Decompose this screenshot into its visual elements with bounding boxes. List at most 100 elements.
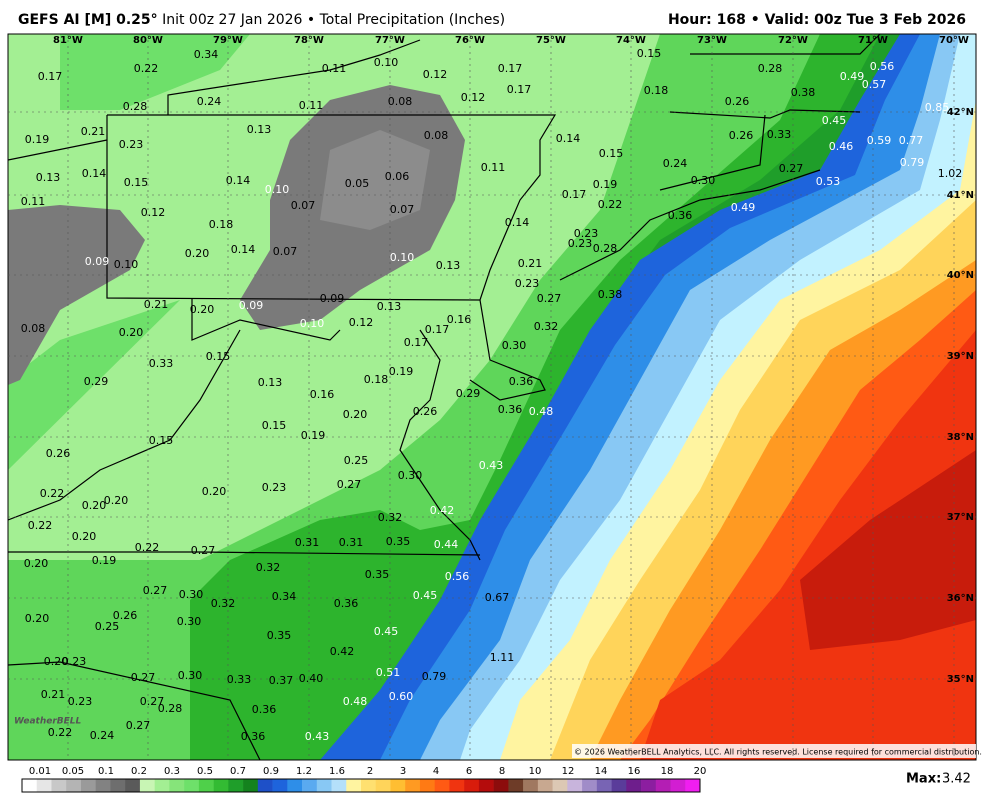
title: GEFS AI [M] 0.25°	[18, 12, 158, 28]
precip-value: 0.08	[388, 95, 413, 108]
precip-value: 0.16	[447, 313, 472, 326]
colorbar-cell	[478, 779, 494, 792]
precip-value: 0.21	[41, 688, 66, 701]
latitude-label: 39°N	[947, 351, 974, 362]
precip-value: 0.67	[485, 591, 510, 604]
precip-value: 0.38	[598, 288, 623, 301]
precip-value: 0.14	[82, 167, 107, 180]
precip-value: 0.22	[40, 487, 65, 500]
precip-value: 0.79	[900, 156, 925, 169]
colorbar-label: 3	[400, 766, 406, 777]
precip-value: 0.44	[434, 538, 459, 551]
precip-value: 0.11	[322, 62, 347, 75]
colorbar-label: 0.5	[197, 766, 213, 777]
precip-value: 0.28	[158, 702, 183, 715]
colorbar-label: 0.9	[263, 766, 279, 777]
latitude-label: 36°N	[947, 593, 974, 604]
precip-value: 0.49	[840, 70, 865, 83]
precip-value: 0.27	[143, 584, 168, 597]
precip-value: 0.36	[509, 375, 534, 388]
precip-value: 0.30	[691, 174, 716, 187]
latitude-label: 40°N	[947, 270, 974, 281]
precip-value: 0.43	[305, 730, 330, 743]
colorbar-label: 8	[499, 766, 505, 777]
logo: WeatherBELL	[14, 717, 82, 727]
colorbar-cell	[331, 779, 347, 792]
precip-value: 0.31	[295, 536, 320, 549]
colorbar-cell	[316, 779, 332, 792]
colorbar-cell	[51, 779, 67, 792]
colorbar-cell	[125, 779, 141, 792]
precip-value: 0.10	[265, 183, 290, 196]
precip-value: 0.20	[202, 485, 227, 498]
precip-value: 0.42	[430, 504, 455, 517]
precip-value: 0.11	[21, 195, 46, 208]
colorbar-cell	[302, 779, 318, 792]
precip-value: 0.36	[334, 597, 359, 610]
precip-value: 0.06	[385, 170, 410, 183]
precip-value: 0.07	[291, 199, 316, 212]
precip-value: 0.19	[593, 178, 618, 191]
max-value: 3.42	[942, 772, 971, 787]
precip-value: 0.29	[84, 375, 109, 388]
colorbar-cell	[95, 779, 111, 792]
precip-value: 0.23	[574, 227, 599, 240]
precip-value: 0.30	[178, 669, 203, 682]
map-frame	[7, 33, 977, 761]
colorbar-label: 0.01	[29, 766, 51, 777]
valid-time: Hour: 168 • Valid: 00z Tue 3 Feb 2026	[667, 12, 966, 28]
precip-value: 0.17	[498, 62, 523, 75]
precip-value: 0.14	[226, 174, 251, 187]
precip-value: 0.85	[925, 101, 950, 114]
precip-value: 0.13	[436, 259, 461, 272]
precip-value: 0.26	[46, 447, 71, 460]
precip-value: 0.27	[537, 292, 562, 305]
precip-value: 0.05	[345, 177, 370, 190]
colorbar-cell	[552, 779, 568, 792]
precip-value: 0.21	[81, 125, 106, 138]
precip-value: 0.36	[252, 703, 277, 716]
colorbar-frame	[21, 778, 701, 793]
precip-value: 0.24	[663, 157, 688, 170]
precip-value: 0.23	[262, 481, 287, 494]
precip-value: 0.12	[349, 316, 374, 329]
precip-value: 0.08	[424, 129, 449, 142]
precip-value: 0.20	[185, 247, 210, 260]
precip-value: 0.14	[231, 243, 256, 256]
precip-value: 0.19	[301, 429, 326, 442]
colorbar-cell	[655, 779, 671, 792]
precip-value: 0.09	[239, 299, 264, 312]
precip-value: 0.32	[534, 320, 559, 333]
latitude-label: 37°N	[947, 512, 974, 523]
precip-value: 0.22	[598, 198, 623, 211]
precip-value: 0.35	[365, 568, 390, 581]
precip-value: 0.19	[389, 365, 414, 378]
colorbar-label: 0.2	[131, 766, 147, 777]
precip-value: 0.19	[92, 554, 117, 567]
precip-value: 0.26	[729, 129, 754, 142]
precip-value: 0.56	[445, 570, 470, 583]
precip-value: 0.21	[144, 298, 169, 311]
precip-value: 0.19	[25, 133, 50, 146]
precip-value: 0.21	[518, 257, 543, 270]
precip-value: 0.15	[262, 419, 287, 432]
precip-value: 0.35	[267, 629, 292, 642]
precip-value: 0.14	[556, 132, 581, 145]
precip-value: 0.45	[413, 589, 438, 602]
precip-value: 0.20	[82, 499, 107, 512]
precip-value: 0.45	[374, 625, 399, 638]
precip-value: 0.17	[507, 83, 532, 96]
precip-value: 0.29	[456, 387, 481, 400]
precip-value: 0.15	[149, 434, 174, 447]
colorbar-cell	[508, 779, 524, 792]
colorbar-label: 6	[466, 766, 472, 777]
latitude-label: 38°N	[947, 432, 974, 443]
precip-value: 0.09	[320, 292, 345, 305]
colorbar-cell	[272, 779, 288, 792]
longitude-label: 71°W	[858, 35, 888, 46]
precip-value: 0.30	[398, 469, 423, 482]
colorbar-cell	[641, 779, 657, 792]
longitude-label: 81°W	[53, 35, 83, 46]
latitude-label: 35°N	[947, 674, 974, 685]
